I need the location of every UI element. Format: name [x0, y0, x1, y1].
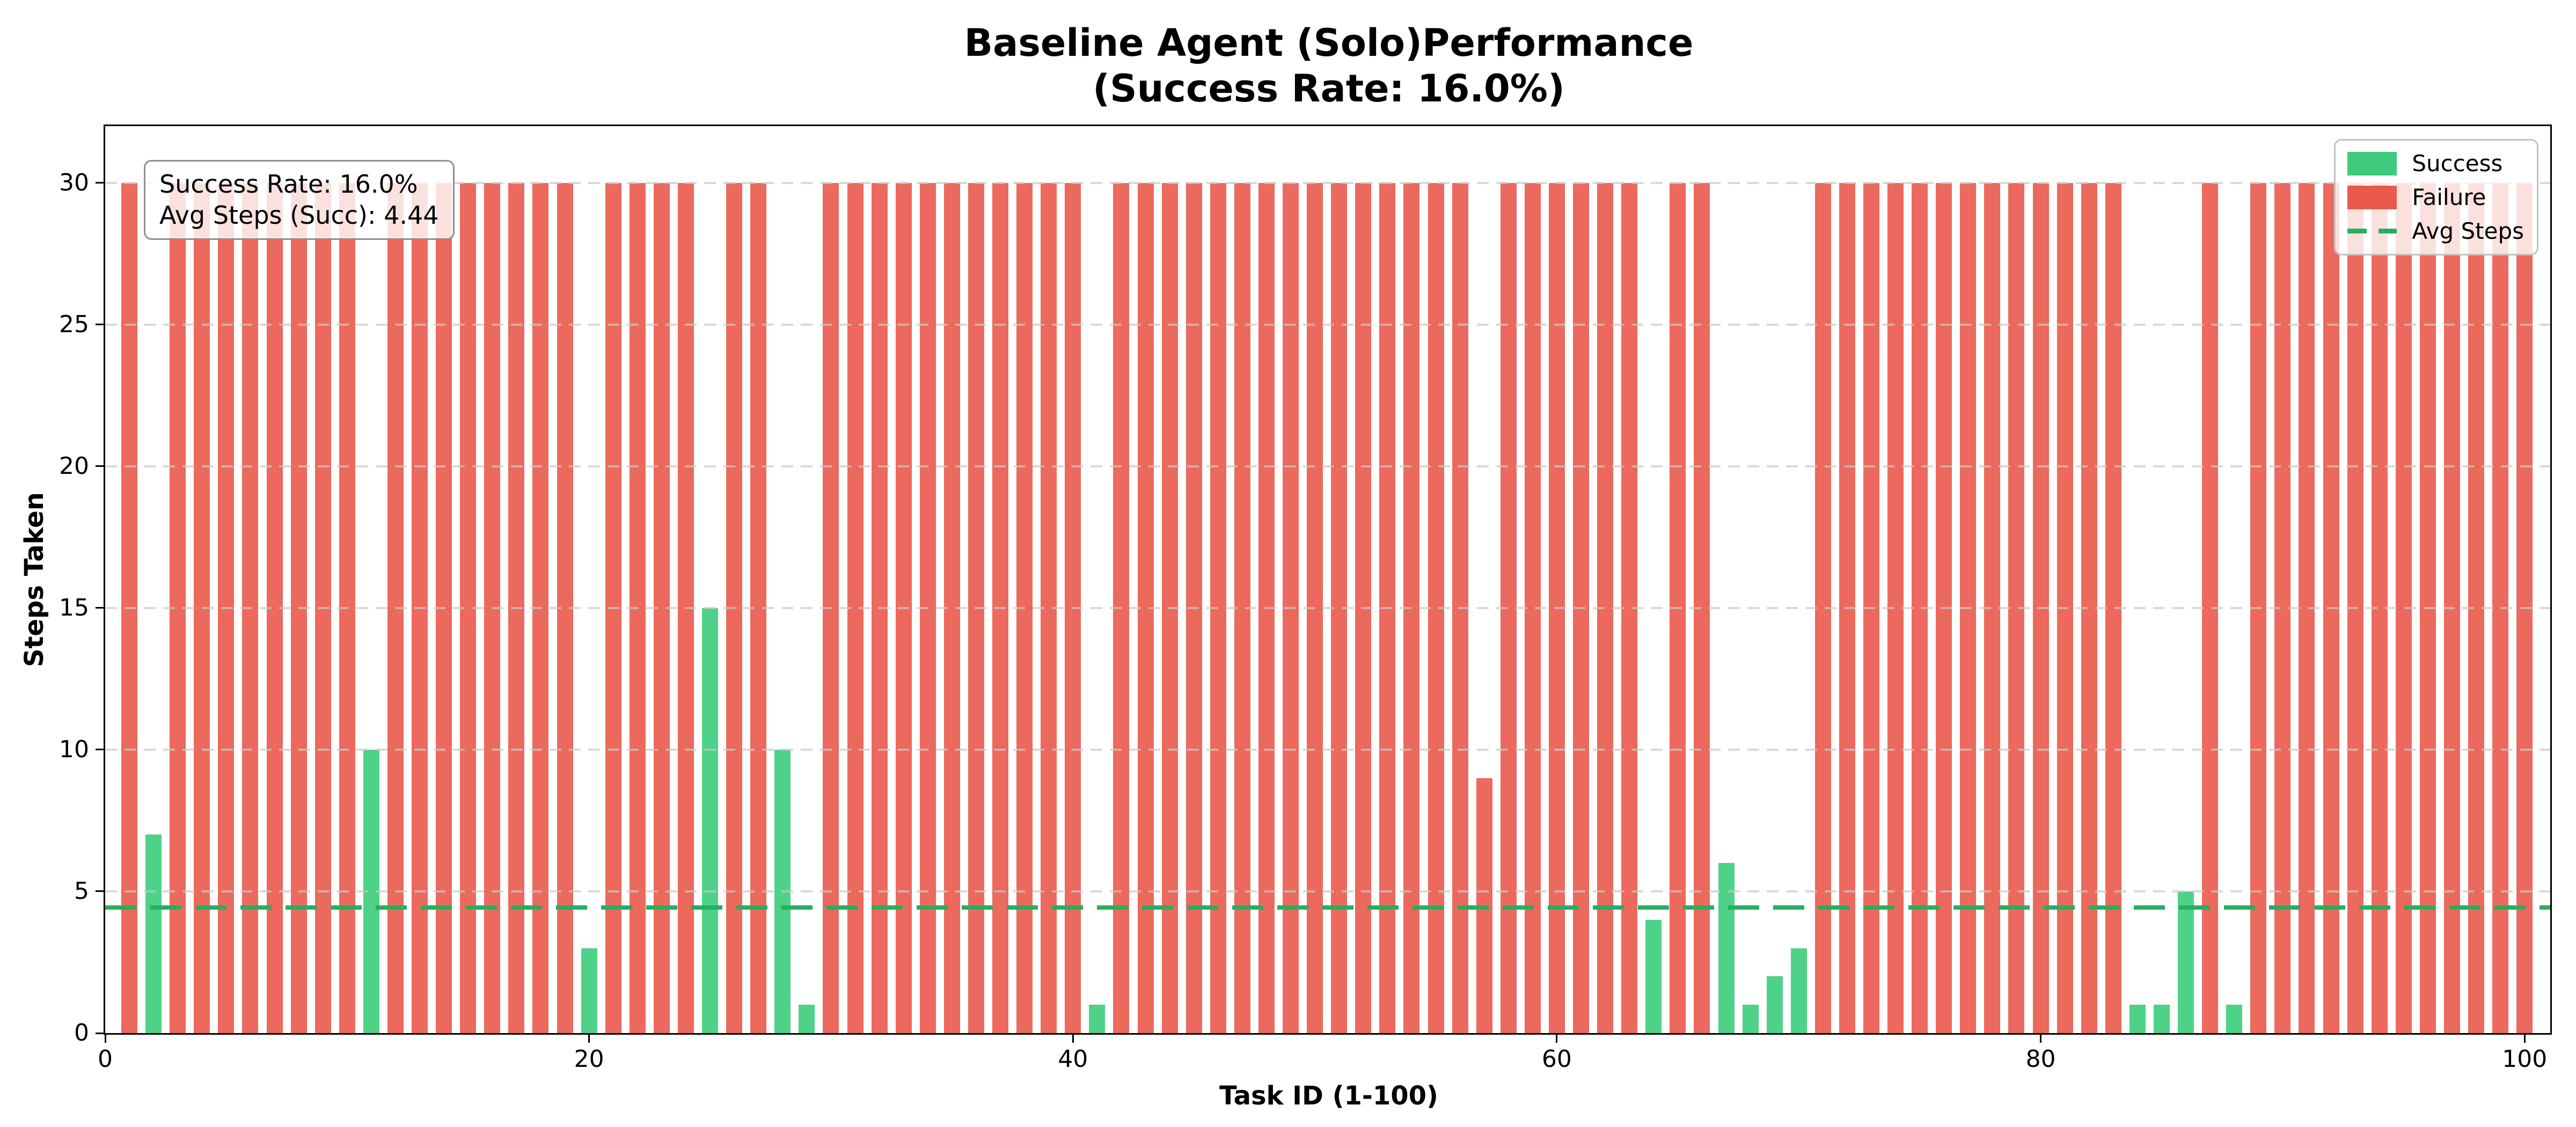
x-tick-label-100: 100: [2502, 1045, 2548, 1073]
gridline-y-25: [105, 323, 2550, 326]
chart-title-line1: Baseline Agent (Solo)Performance: [964, 21, 1694, 65]
y-tick-mark-30: [96, 182, 104, 184]
gridline-y-15: [105, 606, 2550, 609]
stats-annotation-line1: Success Rate: 16.0%: [159, 170, 418, 199]
y-tick-mark-25: [96, 324, 104, 326]
stats-annotation: Success Rate: 16.0% Avg Steps (Succ): 4.…: [144, 160, 455, 240]
avg-steps-dash-icon: [2347, 229, 2397, 233]
bars-layer: [105, 126, 2550, 1033]
bar-task-67: [1718, 863, 1735, 1033]
y-tick-mark-20: [96, 465, 104, 467]
failure-swatch-icon: [2347, 185, 2397, 209]
x-tick-label-60: 60: [1541, 1045, 1572, 1073]
bar-task-25: [702, 608, 719, 1033]
bar-task-2: [145, 835, 162, 1033]
bar-task-68: [1742, 1005, 1759, 1033]
bar-task-86: [2178, 891, 2194, 1033]
plot-area: Success Rate: 16.0% Avg Steps (Succ): 4.…: [104, 125, 2552, 1035]
bar-task-41: [1089, 1005, 1106, 1033]
y-tick-label-5: 5: [74, 877, 89, 905]
y-tick-label-10: 10: [59, 735, 89, 763]
y-tick-label-0: 0: [74, 1019, 89, 1046]
x-tick-mark-20: [588, 1035, 590, 1043]
chart-title: Baseline Agent (Solo)Performance (Succes…: [964, 20, 1694, 112]
x-tick-mark-40: [1072, 1035, 1074, 1043]
bar-task-70: [1790, 948, 1807, 1033]
legend-item-success: Success: [2347, 150, 2524, 177]
y-tick-mark-15: [96, 607, 104, 609]
y-tick-mark-5: [96, 890, 104, 892]
x-tick-mark-80: [2040, 1035, 2042, 1043]
y-axis-label: Steps Taken: [19, 492, 49, 668]
x-tick-label-20: 20: [574, 1045, 604, 1073]
y-tick-label-30: 30: [59, 169, 89, 196]
bar-task-69: [1766, 976, 1783, 1033]
legend: Success Failure Avg Steps: [2334, 139, 2538, 255]
bar-task-64: [1645, 919, 1662, 1033]
avg-steps-line: [105, 905, 2550, 910]
x-tick-label-40: 40: [1058, 1045, 1088, 1073]
legend-item-avg-steps: Avg Steps: [2347, 218, 2524, 244]
bar-task-20: [581, 948, 597, 1033]
y-tick-label-15: 15: [59, 594, 89, 621]
legend-label-avg-steps: Avg Steps: [2412, 218, 2524, 244]
bar-task-88: [2226, 1005, 2243, 1033]
x-tick-label-80: 80: [2025, 1045, 2056, 1073]
gridline-y-30: [105, 181, 2550, 184]
success-swatch-icon: [2347, 151, 2397, 175]
bar-task-84: [2129, 1005, 2146, 1033]
x-axis-label: Task ID (1-100): [1219, 1081, 1438, 1111]
bar-task-29: [799, 1005, 815, 1033]
x-tick-label-0: 0: [98, 1045, 113, 1073]
chart-title-line2: (Success Rate: 16.0%): [1093, 67, 1565, 111]
gridline-y-5: [105, 890, 2550, 892]
legend-label-success: Success: [2412, 150, 2503, 177]
y-tick-mark-0: [96, 1032, 104, 1034]
bar-task-85: [2153, 1005, 2170, 1033]
legend-item-failure: Failure: [2347, 184, 2524, 210]
gridline-y-10: [105, 748, 2550, 751]
y-tick-label-25: 25: [59, 310, 89, 338]
x-tick-mark-0: [104, 1035, 106, 1043]
legend-label-failure: Failure: [2412, 184, 2486, 210]
gridline-y-20: [105, 465, 2550, 467]
x-tick-mark-100: [2523, 1035, 2526, 1043]
x-tick-mark-60: [1556, 1035, 1558, 1043]
stats-annotation-line2: Avg Steps (Succ): 4.44: [159, 200, 439, 230]
y-tick-mark-10: [96, 749, 104, 751]
y-tick-label-20: 20: [59, 452, 89, 480]
